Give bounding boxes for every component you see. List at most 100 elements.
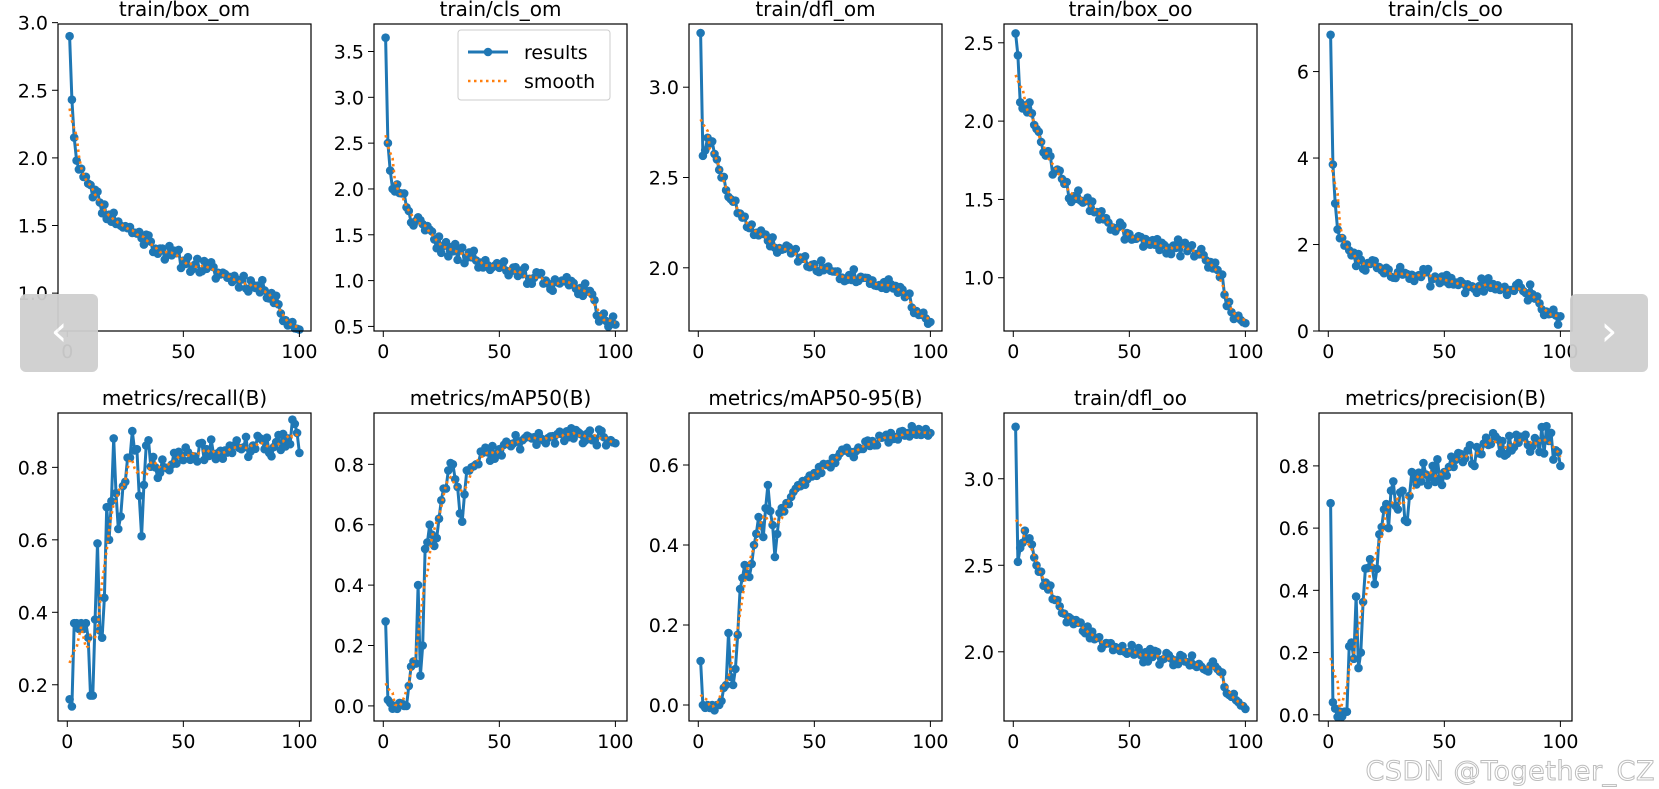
data-point-interp xyxy=(437,248,446,258)
data-point xyxy=(1402,517,1412,527)
subplot-title: train/cls_oo xyxy=(1388,0,1503,21)
data-point xyxy=(1020,526,1030,535)
data-point-interp xyxy=(1423,264,1433,274)
data-point-interp xyxy=(1361,266,1370,275)
data-point xyxy=(1217,668,1227,677)
data-point-interp xyxy=(1025,98,1034,107)
y-tick-label: 0.6 xyxy=(334,515,364,537)
data-point-interp xyxy=(125,453,135,463)
data-point xyxy=(1398,486,1407,496)
data-point-interp xyxy=(241,432,251,442)
y-tick-label: 2 xyxy=(1297,235,1309,257)
subplot-3: train/box_oo 0 50 100 1.0 1.5 2.0 2.5 xyxy=(964,0,1264,363)
subplot-6: metrics/mAP50(B) 0 50 100 0.0 0.2 0.4 0.6 0.8 xyxy=(334,386,634,753)
data-point-interp xyxy=(262,433,272,443)
data-point xyxy=(448,460,458,469)
x-tick-label: 100 xyxy=(1542,341,1578,363)
smooth-line xyxy=(699,118,931,321)
data-point-interp xyxy=(515,445,525,454)
data-point-interp xyxy=(1127,640,1136,650)
data-point-interp xyxy=(285,439,295,449)
data-point xyxy=(1217,270,1227,279)
data-point xyxy=(712,155,722,164)
subplot-title: train/box_om xyxy=(119,0,250,21)
legend-box xyxy=(457,29,611,101)
y-tick-label: 4 xyxy=(1297,148,1309,170)
data-point-interp xyxy=(1414,468,1424,478)
data-point xyxy=(102,502,111,512)
data-point-interp xyxy=(251,444,260,454)
data-point-interp xyxy=(817,256,826,265)
x-tick-label: 50 xyxy=(802,341,826,363)
x-tick-label: 0 xyxy=(1007,341,1019,363)
x-tick-label: 0 xyxy=(692,341,704,363)
y-tick-label: 3.0 xyxy=(334,87,364,109)
data-point xyxy=(721,680,731,690)
y-tick-label: 0.6 xyxy=(1279,518,1309,540)
data-point-interp xyxy=(1426,282,1435,291)
data-point xyxy=(1333,225,1342,234)
y-tick-label: 0.5 xyxy=(334,316,364,338)
next-image-button[interactable]: › xyxy=(1570,294,1648,372)
axes-frame xyxy=(1003,412,1258,722)
data-point-interp xyxy=(399,189,409,198)
data-point xyxy=(1393,505,1403,514)
x-tick-label: 0 xyxy=(1322,341,1334,363)
data-point-interp xyxy=(590,434,599,443)
axes-frame xyxy=(1318,412,1573,722)
x-tick-label: 100 xyxy=(281,341,317,363)
prev-image-button[interactable]: ‹ xyxy=(20,294,98,372)
data-point-interp xyxy=(740,212,749,221)
subplot-title: train/cls_om xyxy=(440,0,562,21)
x-tick-label: 0 xyxy=(377,341,389,363)
data-point-interp xyxy=(437,496,446,505)
data-point-interp xyxy=(791,244,801,254)
data-point-interp xyxy=(158,455,167,464)
chevron-right-icon: › xyxy=(1600,306,1618,355)
data-point xyxy=(728,680,738,690)
x-tick-label: 50 xyxy=(171,341,195,363)
data-point-interp xyxy=(1546,428,1556,438)
x-tick-label: 50 xyxy=(171,731,195,753)
data-point-interp xyxy=(109,208,118,218)
axes-frame xyxy=(57,23,312,332)
data-point-interp xyxy=(1152,647,1162,657)
y-tick-label: 0.0 xyxy=(1279,705,1309,727)
data-point-interp xyxy=(532,440,541,450)
data-point-interp xyxy=(800,251,810,261)
smooth-line xyxy=(1329,437,1562,712)
y-tick-label: 1.5 xyxy=(334,225,364,247)
data-point-interp xyxy=(569,434,578,443)
data-point-interp xyxy=(1539,449,1549,458)
data-point xyxy=(295,325,304,334)
data-point xyxy=(1389,477,1398,486)
subplot-title: train/dfl_om xyxy=(755,0,875,21)
data-point-interp xyxy=(206,435,216,444)
data-point xyxy=(696,656,705,666)
data-point-interp xyxy=(1442,471,1451,480)
y-tick-label: 0.0 xyxy=(649,695,679,717)
data-point-interp xyxy=(765,506,775,516)
data-point-interp xyxy=(608,312,618,321)
smooth-line xyxy=(1329,157,1561,318)
data-point-interp xyxy=(457,243,467,252)
data-point xyxy=(1027,109,1037,118)
data-point-interp xyxy=(1087,197,1097,206)
y-tick-label: 0.8 xyxy=(18,457,48,479)
y-tick-label: 2.0 xyxy=(334,179,364,201)
x-tick-label: 50 xyxy=(802,731,826,753)
data-point xyxy=(1370,579,1379,589)
data-point xyxy=(97,633,107,642)
data-point-interp xyxy=(197,438,207,448)
y-tick-label: 0.4 xyxy=(1279,580,1309,602)
y-tick-label: 0.4 xyxy=(649,535,679,557)
data-point-interp xyxy=(849,265,859,274)
x-tick-label: 50 xyxy=(487,731,511,753)
data-point xyxy=(1384,523,1393,533)
data-point-interp xyxy=(1433,455,1442,464)
data-point xyxy=(100,593,109,603)
axes-frame xyxy=(688,412,943,722)
data-point-interp xyxy=(423,538,432,547)
data-point xyxy=(717,696,726,706)
y-tick-label: 0.2 xyxy=(18,675,48,697)
